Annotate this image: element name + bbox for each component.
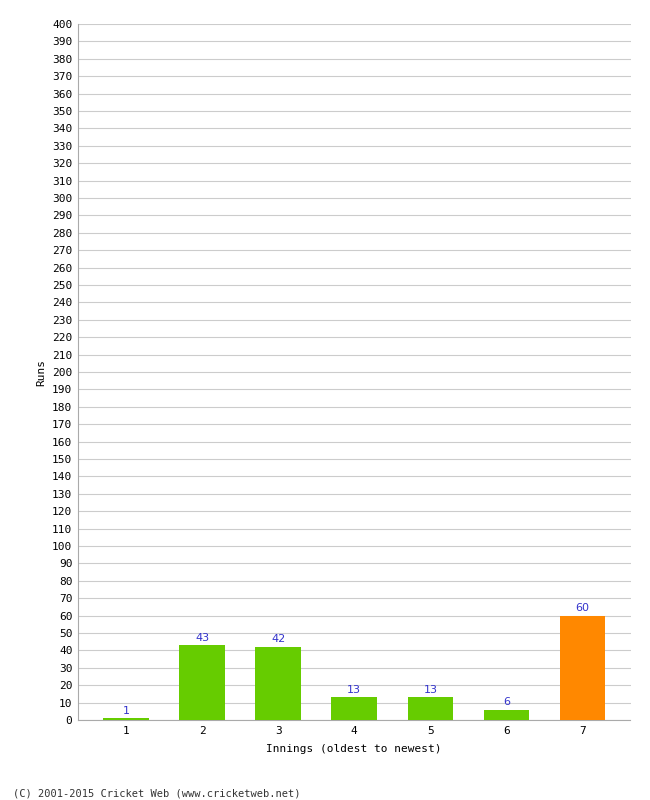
Bar [332, 698, 377, 720]
Bar [255, 647, 301, 720]
Bar [408, 698, 453, 720]
Text: 6: 6 [503, 697, 510, 707]
Text: 13: 13 [347, 685, 361, 694]
Text: 60: 60 [575, 603, 590, 613]
Bar [103, 718, 149, 720]
Text: 13: 13 [423, 685, 437, 694]
X-axis label: Innings (oldest to newest): Innings (oldest to newest) [266, 744, 442, 754]
Text: 42: 42 [271, 634, 285, 644]
Bar [484, 710, 529, 720]
Text: 1: 1 [122, 706, 129, 716]
Bar [179, 645, 225, 720]
Bar [560, 616, 605, 720]
Text: 43: 43 [195, 633, 209, 642]
Y-axis label: Runs: Runs [36, 358, 47, 386]
Text: (C) 2001-2015 Cricket Web (www.cricketweb.net): (C) 2001-2015 Cricket Web (www.cricketwe… [13, 788, 300, 798]
